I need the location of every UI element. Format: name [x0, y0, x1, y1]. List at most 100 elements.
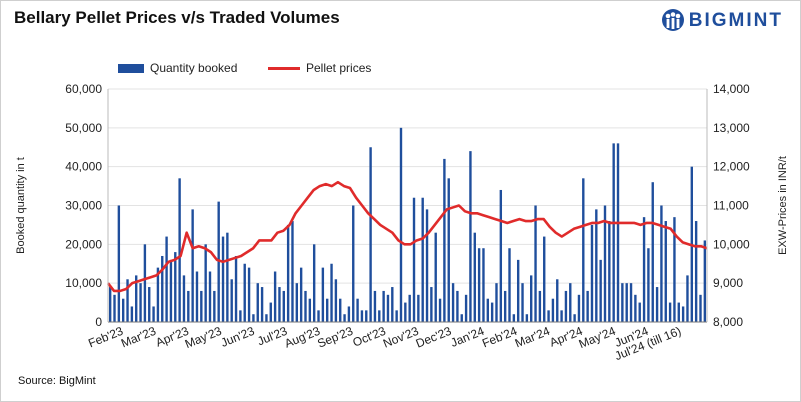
bar: [200, 290, 203, 322]
bar: [174, 252, 177, 322]
bar: [595, 209, 598, 322]
bar: [677, 302, 680, 322]
bar: [286, 224, 290, 322]
bar: [464, 294, 468, 322]
bar: [534, 205, 537, 322]
bar: [660, 205, 663, 322]
bar: [482, 248, 485, 322]
bar: [582, 178, 585, 322]
bar: [686, 275, 689, 322]
bar: [443, 158, 446, 322]
bar: [152, 306, 155, 322]
bar: [312, 244, 316, 322]
bar: [187, 290, 190, 322]
chart-title: Bellary Pellet Prices v/s Traded Volumes: [14, 8, 340, 27]
legend-label-quantity: Quantity booked: [150, 61, 237, 75]
line-series-prices: [106, 180, 708, 293]
legend-swatch-quantity: [118, 64, 144, 73]
bar: [642, 217, 646, 322]
y2-tick-label: 14,000: [713, 82, 750, 96]
bar: [122, 298, 125, 322]
bar: [486, 298, 489, 322]
bar: [543, 236, 546, 322]
bar: [495, 283, 498, 322]
y2-tick-label: 11,000: [713, 199, 749, 213]
bar: [647, 248, 650, 322]
bar: [304, 290, 307, 322]
bar: [651, 182, 654, 322]
bar: [182, 275, 186, 322]
bar: [334, 279, 338, 322]
bar: [699, 294, 702, 322]
bar: [256, 283, 259, 322]
y-tick-label: 20,000: [65, 237, 102, 251]
x-tick-label: Mar'23: [119, 324, 158, 351]
y2-axis-title: EXW-Prices in INR/t: [777, 156, 789, 255]
bar: [508, 248, 511, 322]
bar: [365, 310, 368, 322]
bar: [308, 298, 312, 322]
bar: [599, 259, 602, 322]
bar: [434, 232, 437, 322]
bar: [130, 306, 134, 322]
bar: [551, 298, 555, 322]
bar: [360, 310, 364, 322]
bar: [408, 294, 411, 322]
bar: [469, 151, 472, 322]
bar: [608, 221, 611, 322]
bar: [352, 205, 355, 322]
bar: [703, 240, 707, 322]
bar: [239, 310, 242, 322]
bar: [247, 267, 251, 322]
bar: [252, 314, 255, 322]
bar: [108, 287, 112, 322]
bar: [273, 271, 277, 322]
bar: [165, 236, 168, 322]
bar: [260, 287, 264, 322]
bar: [135, 275, 138, 322]
bar: [569, 283, 572, 322]
brand-name: BIGMINT: [688, 10, 783, 31]
bar: [603, 205, 607, 322]
bar: [221, 236, 225, 322]
bar: [681, 306, 685, 322]
bar: [664, 221, 667, 322]
y2-tick-label: 8,000: [713, 315, 743, 329]
bar: [117, 205, 121, 322]
bar: [169, 259, 173, 322]
bar: [573, 314, 576, 322]
x-tick-label: Mar'24: [513, 324, 552, 351]
bar: [447, 178, 450, 322]
brand-logo: BIGMINT: [661, 8, 783, 34]
bar: [516, 259, 520, 322]
bar: [694, 221, 698, 322]
price-line: [106, 180, 708, 293]
y-tick-label: 40,000: [65, 160, 102, 174]
bar: [382, 290, 385, 322]
bar: [547, 310, 550, 322]
legend: Quantity booked Pellet prices: [118, 61, 371, 75]
bar: [156, 267, 160, 322]
bar: [195, 271, 199, 322]
bar: [412, 197, 416, 322]
bar: [530, 275, 533, 322]
bar: [438, 298, 442, 322]
bar: [295, 283, 299, 322]
bar: [143, 244, 147, 322]
y-tick-label: 0: [95, 315, 102, 329]
bar: [330, 263, 333, 322]
bar: [317, 310, 320, 322]
y-tick-label: 60,000: [65, 82, 102, 96]
bar: [213, 290, 216, 322]
bigmint-logo-icon: [661, 9, 684, 31]
bar: [404, 302, 407, 322]
bar: [425, 209, 429, 322]
bar: [373, 290, 377, 322]
bar: [521, 283, 524, 322]
bar: [417, 294, 420, 322]
bar: [226, 232, 229, 322]
bar: [430, 287, 433, 322]
bar: [395, 310, 398, 322]
bar: [208, 271, 212, 322]
